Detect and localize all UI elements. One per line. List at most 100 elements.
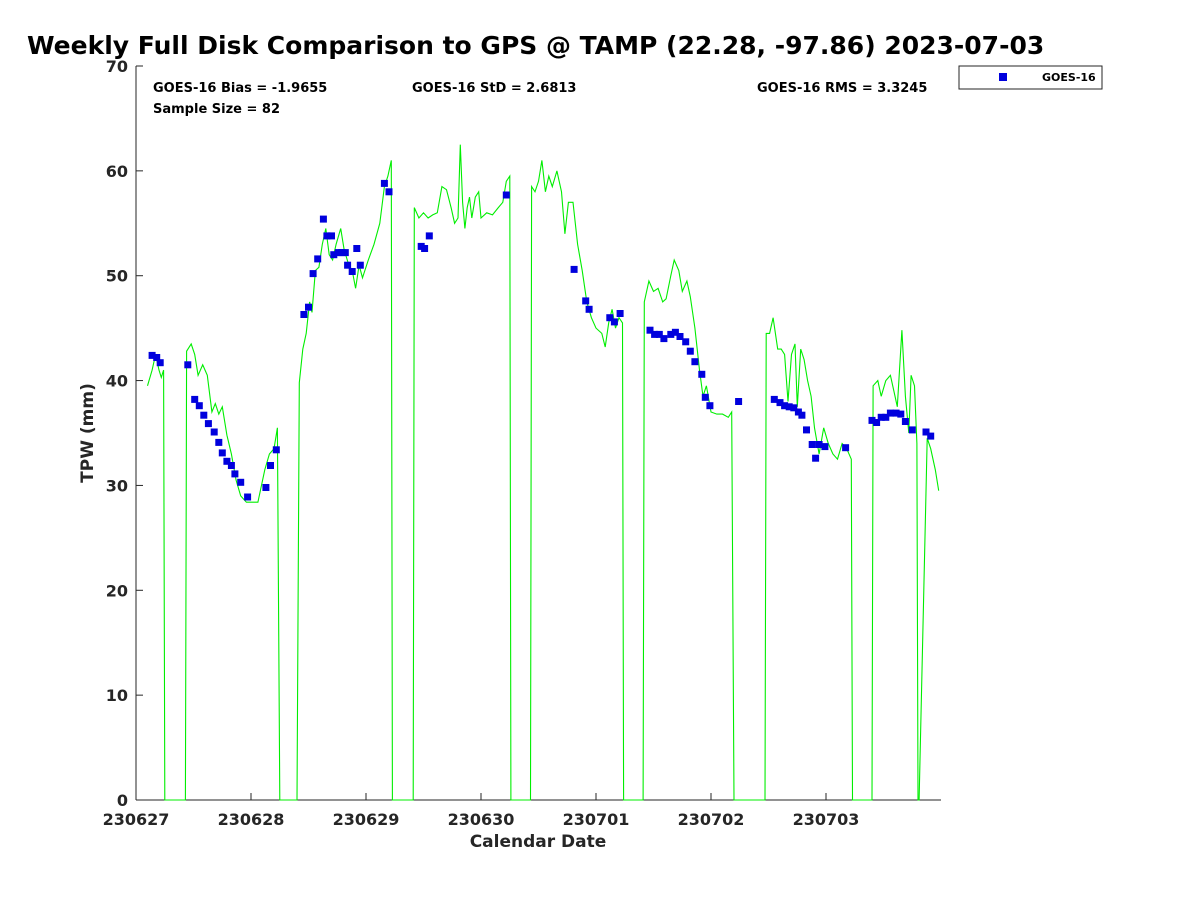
goes16-data-point bbox=[323, 232, 331, 240]
goes16-data-point bbox=[244, 493, 252, 501]
x-tick-label: 230703 bbox=[793, 810, 860, 829]
goes16-data-point bbox=[610, 318, 618, 326]
x-tick-label: 230629 bbox=[333, 810, 400, 829]
goes16-data-point bbox=[770, 395, 778, 403]
goes16-data-point bbox=[886, 409, 894, 417]
goes16-data-point bbox=[812, 454, 820, 462]
goes16-data-point bbox=[330, 251, 338, 259]
stat-std: GOES-16 StD = 2.6813 bbox=[412, 81, 576, 96]
goes16-data-point bbox=[153, 354, 161, 361]
y-tick-label: 10 bbox=[106, 686, 128, 705]
goes16-data-point bbox=[616, 310, 624, 317]
goes16-data-point bbox=[901, 418, 909, 425]
goes16-data-point bbox=[908, 426, 916, 434]
goes16-data-point bbox=[223, 457, 231, 465]
stat-rms: GOES-16 RMS = 3.3245 bbox=[757, 81, 927, 96]
goes16-data-point bbox=[882, 413, 890, 421]
goes16-data-point bbox=[319, 215, 327, 223]
goes16-data-point bbox=[231, 470, 239, 478]
legend-label-goes16: GOES-16 bbox=[1042, 71, 1096, 84]
goes16-data-point bbox=[651, 330, 659, 338]
goes16-data-point bbox=[646, 326, 654, 334]
goes16-data-point bbox=[701, 393, 709, 401]
gps-series-line bbox=[146, 144, 940, 801]
axis-ticks: 0 10 20 30 40 50 60 70 230627 230628 230629 230630 2… bbox=[103, 57, 860, 829]
goes16-data-point bbox=[262, 484, 270, 491]
goes16-data-point bbox=[148, 351, 156, 359]
goes16-data-point bbox=[698, 370, 706, 378]
goes16-data-point bbox=[686, 347, 694, 355]
goes16-data-point bbox=[272, 446, 280, 454]
goes16-data-point bbox=[582, 297, 590, 305]
goes16-data-point bbox=[353, 245, 361, 252]
goes16-data-point bbox=[877, 413, 885, 421]
goes16-data-point bbox=[798, 411, 806, 419]
goes16-data-point bbox=[671, 328, 679, 336]
goes16-data-point bbox=[195, 402, 203, 410]
stat-sample-size: Sample Size = 82 bbox=[153, 102, 280, 117]
goes16-data-point bbox=[660, 335, 668, 343]
x-tick-label: 230701 bbox=[563, 810, 630, 829]
goes16-data-point bbox=[868, 416, 876, 424]
goes16-data-point bbox=[184, 361, 192, 369]
y-tick-label: 0 bbox=[117, 791, 128, 810]
y-tick-label: 60 bbox=[106, 162, 128, 181]
y-tick-label: 30 bbox=[106, 476, 128, 495]
goes16-data-point bbox=[585, 305, 593, 313]
legend-marker-goes16 bbox=[999, 73, 1007, 81]
goes16-data-point bbox=[892, 409, 900, 417]
goes16-data-point bbox=[385, 188, 393, 196]
stat-bias: GOES-16 Bias = -1.9655 bbox=[153, 81, 327, 96]
goes16-data-point bbox=[218, 449, 226, 457]
goes16-data-point bbox=[348, 268, 356, 275]
goes16-data-point bbox=[237, 478, 245, 486]
goes16-data-point bbox=[502, 191, 510, 199]
goes16-data-point bbox=[781, 402, 789, 410]
x-tick-label: 230627 bbox=[103, 810, 170, 829]
goes16-data-point bbox=[842, 444, 850, 452]
y-tick-label: 40 bbox=[106, 372, 128, 391]
goes16-data-point bbox=[421, 245, 429, 252]
plot-area bbox=[135, 66, 941, 801]
series-layer bbox=[146, 144, 940, 801]
goes16-data-point bbox=[344, 261, 352, 269]
goes16-data-point bbox=[815, 441, 823, 448]
goes16-data-point bbox=[606, 314, 614, 322]
goes16-data-point bbox=[380, 179, 388, 187]
goes16-data-point bbox=[309, 270, 317, 278]
y-tick-label: 50 bbox=[106, 267, 128, 286]
goes16-data-point bbox=[570, 265, 578, 273]
goes16-data-point bbox=[305, 303, 312, 311]
y-tick-label: 20 bbox=[106, 581, 128, 600]
goes16-data-point bbox=[873, 419, 881, 426]
goes16-data-point bbox=[655, 330, 663, 338]
goes16-data-point bbox=[897, 410, 905, 418]
y-axis-label: TPW (mm) bbox=[78, 383, 98, 483]
goes16-data-point bbox=[204, 420, 212, 428]
goes16-data-point bbox=[328, 232, 335, 240]
x-tick-label: 230702 bbox=[678, 810, 745, 829]
goes16-data-point bbox=[341, 249, 349, 257]
goes16-data-point bbox=[922, 428, 930, 436]
goes16-data-point bbox=[803, 426, 810, 434]
goes16-data-point bbox=[227, 462, 235, 469]
goes16-data-point bbox=[790, 404, 798, 412]
x-axis-label: Calendar Date bbox=[470, 832, 607, 852]
goes16-data-point bbox=[691, 358, 699, 366]
goes16-data-point bbox=[706, 402, 714, 410]
x-tick-label: 230628 bbox=[218, 810, 285, 829]
goes16-data-point bbox=[314, 255, 322, 263]
goes16-data-point bbox=[191, 395, 199, 403]
goes16-data-point bbox=[210, 428, 218, 436]
chart-title: Weekly Full Disk Comparison to GPS @ TAM… bbox=[27, 31, 1044, 60]
goes16-data-point bbox=[156, 359, 164, 367]
legend: GOES-16 bbox=[958, 65, 1103, 90]
goes16-data-point bbox=[356, 261, 364, 269]
goes16-data-point bbox=[776, 399, 784, 407]
goes16-data-point bbox=[667, 330, 675, 338]
goes16-data-point bbox=[676, 333, 684, 340]
legend-box bbox=[958, 65, 1103, 90]
goes16-data-point bbox=[785, 403, 793, 411]
goes16-data-point bbox=[267, 462, 274, 469]
